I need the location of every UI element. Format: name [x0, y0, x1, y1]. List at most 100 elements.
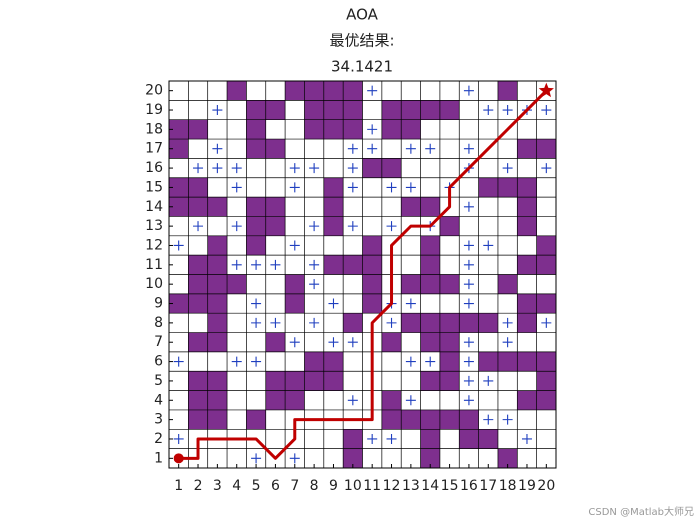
x-tick-label: 6: [271, 478, 280, 494]
obstacle: [188, 332, 208, 352]
explored-marker: [347, 395, 358, 406]
start-marker: [173, 453, 184, 464]
explored-marker: [212, 105, 223, 116]
obstacle: [497, 177, 518, 198]
obstacle: [169, 139, 189, 159]
explored-marker: [347, 182, 358, 193]
obstacle: [246, 119, 266, 140]
obstacle: [169, 293, 189, 314]
obstacle: [169, 177, 189, 198]
obstacle: [517, 293, 537, 314]
obstacle: [188, 409, 208, 430]
obstacle: [381, 390, 402, 410]
explored-marker: [386, 182, 397, 193]
obstacle: [304, 119, 324, 140]
explored-marker: [521, 433, 532, 444]
explored-marker: [463, 240, 474, 251]
explored-marker: [270, 259, 281, 270]
obstacle: [536, 293, 556, 314]
x-tick-label: 3: [213, 478, 222, 494]
explored-marker: [309, 163, 320, 174]
x-tick-label: 18: [499, 478, 517, 494]
obstacle: [304, 371, 324, 391]
obstacle: [323, 119, 344, 140]
y-tick-label: 2: [154, 431, 163, 447]
obstacle: [285, 371, 305, 391]
x-tick-label: 19: [518, 478, 536, 494]
explored-marker: [463, 143, 474, 154]
obstacle: [536, 235, 556, 256]
explored-marker: [231, 356, 242, 367]
obstacle: [420, 429, 440, 449]
obstacle: [323, 255, 344, 275]
x-tick-label: 8: [310, 478, 319, 494]
obstacle: [439, 313, 460, 333]
explored-marker: [367, 124, 378, 135]
explored-marker: [463, 279, 474, 290]
x-tick-label: 1: [174, 478, 183, 494]
x-tick-label: 17: [479, 478, 497, 494]
obstacle: [439, 274, 460, 294]
obstacle: [497, 81, 518, 101]
obstacle: [401, 409, 421, 430]
obstacle: [323, 100, 344, 120]
explored-marker: [463, 375, 474, 386]
obstacle: [459, 429, 479, 449]
x-tick-label: 2: [194, 478, 203, 494]
obstacle: [420, 371, 440, 391]
explored-marker: [251, 317, 262, 328]
watermark: CSDN @Matlab大师兄: [588, 505, 694, 518]
explored-marker: [173, 240, 184, 251]
obstacle: [207, 274, 228, 294]
obstacle: [362, 235, 382, 256]
explored-marker: [541, 163, 552, 174]
x-tick-label: 16: [460, 478, 478, 494]
y-tick-label: 8: [154, 315, 163, 331]
obstacle: [188, 390, 208, 410]
obstacle: [439, 100, 460, 120]
x-tick-label: 14: [421, 478, 439, 494]
x-tick-label: 12: [383, 478, 401, 494]
obstacle: [420, 332, 440, 352]
y-tick-label: 19: [145, 102, 163, 118]
obstacle: [246, 235, 266, 256]
obstacle: [323, 216, 344, 236]
obstacle: [169, 197, 189, 217]
obstacle: [188, 293, 208, 314]
obstacle: [381, 332, 402, 352]
goal-marker: [538, 82, 554, 98]
y-tick-label: 16: [145, 160, 163, 176]
explored-marker: [502, 105, 513, 116]
obstacle: [188, 177, 208, 198]
explored-marker: [463, 395, 474, 406]
obstacle: [265, 332, 286, 352]
obstacle: [401, 100, 421, 120]
explored-marker: [231, 259, 242, 270]
y-tick-label: 6: [154, 354, 163, 370]
explored-marker: [251, 259, 262, 270]
obstacle: [246, 100, 266, 120]
obstacle: [304, 351, 324, 372]
y-tick-label: 20: [145, 83, 163, 99]
explored-marker: [502, 414, 513, 425]
y-tick-label: 17: [145, 141, 163, 157]
obstacle: [362, 255, 382, 275]
explored-marker: [367, 433, 378, 444]
obstacle: [497, 274, 518, 294]
explored-marker: [463, 201, 474, 212]
x-tick-label: 20: [537, 478, 555, 494]
explored-marker: [309, 221, 320, 232]
obstacle: [343, 119, 363, 140]
obstacle: [517, 255, 537, 275]
obstacle: [188, 274, 208, 294]
x-tick-label: 13: [402, 478, 420, 494]
explored-marker: [231, 221, 242, 232]
obstacle: [323, 177, 344, 198]
explored-marker: [251, 298, 262, 309]
obstacle: [188, 119, 208, 140]
explored-marker: [309, 279, 320, 290]
explored-marker: [463, 259, 474, 270]
obstacle: [207, 332, 228, 352]
explored-marker: [193, 221, 204, 232]
